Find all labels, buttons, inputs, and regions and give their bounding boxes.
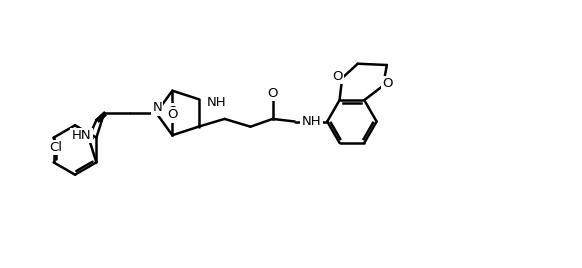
Text: N: N (152, 102, 162, 114)
Text: NH: NH (301, 115, 321, 128)
Text: O: O (167, 105, 178, 117)
Text: O: O (167, 108, 178, 121)
Text: NH: NH (207, 96, 226, 109)
Text: O: O (267, 87, 278, 100)
Text: O: O (383, 77, 393, 90)
Text: O: O (332, 69, 342, 83)
Text: HN: HN (72, 129, 91, 142)
Text: Cl: Cl (49, 141, 62, 154)
